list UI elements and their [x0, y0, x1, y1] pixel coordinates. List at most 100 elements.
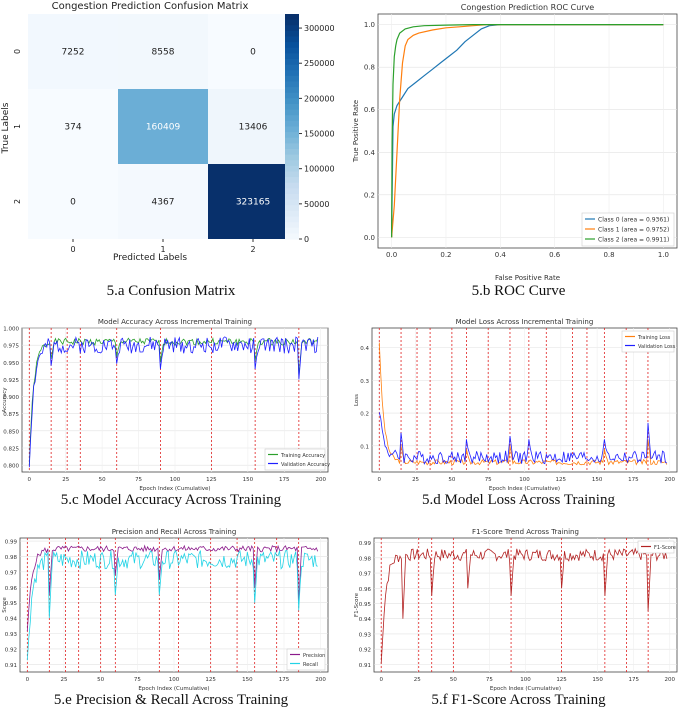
y-tick-label: 1.000 — [3, 327, 19, 333]
cell-value: 13406 — [239, 123, 268, 133]
y-tick-label: 0.4 — [364, 149, 376, 157]
heatmap-cell — [28, 14, 118, 89]
legend-label: Class 0 (area = 0.9361) — [598, 217, 669, 224]
colorbar-segment — [285, 47, 299, 54]
cell-value: 0 — [70, 198, 76, 208]
heatmap-cell — [118, 89, 208, 164]
plot-area — [377, 13, 678, 249]
chart-title: Congestion Prediction Confusion Matrix — [52, 1, 249, 12]
colorbar-segment — [285, 222, 299, 229]
colorbar-segment — [285, 188, 299, 195]
x-tick-label: 50 — [99, 477, 106, 483]
x-tick-label: 75 — [485, 477, 492, 483]
x-axis-label: Epoch Index (Cumulative) — [489, 486, 560, 492]
x-tick-label: 200 — [315, 477, 326, 483]
legend-box — [264, 448, 326, 471]
colorbar-segment — [285, 143, 299, 150]
y-tick-label: 0.98 — [5, 555, 18, 561]
y-tick-label: 0.4 — [360, 346, 369, 352]
colorbar-segment — [285, 25, 299, 32]
cell-value: 323165 — [236, 198, 270, 208]
x-tick-label: 100 — [520, 677, 531, 683]
cell-value: 7252 — [62, 48, 85, 58]
legend-label: Validation Loss — [638, 344, 676, 350]
chart-title: F1-Score Trend Across Training — [472, 528, 579, 536]
x-axis-label: Epoch Index (Cumulative) — [138, 686, 209, 692]
colorbar-segment — [285, 104, 299, 111]
y-tick-label: 0.950 — [3, 361, 19, 367]
x-tick-label: 75 — [134, 677, 141, 683]
y-tick-label: 0.975 — [3, 344, 19, 350]
y-tick-label: 0.95 — [359, 602, 372, 608]
x-tick-label: 1.0 — [658, 251, 669, 259]
y-tick-label: 0.96 — [359, 587, 372, 593]
heatmap-cell — [28, 89, 118, 164]
x-tick-label: 100 — [169, 677, 180, 683]
y-tick-label: 0 — [13, 49, 22, 54]
x-tick-label: 0 — [26, 677, 30, 683]
caption-c: 5.c Model Accuracy Across Training — [60, 492, 282, 508]
colorbar-tick-label: 100000 — [304, 165, 335, 174]
x-tick-label: 75 — [135, 477, 142, 483]
y-tick-label: 0.91 — [5, 663, 17, 669]
y-tick-label: 1 — [13, 124, 22, 129]
x-tick-label: 1 — [160, 245, 165, 254]
colorbar-segment — [285, 154, 299, 161]
colorbar-tick-label: 50000 — [304, 200, 329, 209]
y-axis-label: Loss — [354, 394, 360, 406]
cell-value: 374 — [64, 123, 81, 133]
heatmap-cell — [118, 164, 208, 239]
y-tick-label: 0.93 — [5, 632, 18, 638]
x-tick-label: 175 — [279, 477, 290, 483]
x-tick-label: 0 — [70, 245, 75, 254]
legend-box — [581, 212, 675, 247]
y-axis-label: True Labels — [1, 102, 11, 154]
x-tick-label: 50 — [450, 677, 457, 683]
y-tick-label: 0.875 — [3, 412, 19, 418]
legend-label: Validation Accuracy — [281, 462, 330, 468]
y-tick-label: 0.94 — [359, 617, 372, 623]
y-tick-label: 2 — [13, 199, 22, 204]
colorbar-segment — [285, 75, 299, 83]
f1-score-chart: F1-Score Trend Across Training 0.91 0.92 0.… — [354, 528, 678, 692]
colorbar-tick-label: 150000 — [304, 130, 335, 139]
y-tick-label: 0.3 — [360, 379, 369, 385]
colorbar-tick-label: 0 — [304, 235, 309, 244]
colorbar-tick-label: 300000 — [304, 24, 335, 33]
colorbar-segment — [285, 210, 299, 218]
colorbar-segment — [285, 137, 299, 144]
cell-value: 4367 — [152, 198, 175, 208]
y-tick-label: 0.99 — [5, 540, 18, 546]
x-tick-label: 125 — [556, 477, 567, 483]
x-tick-label: 200 — [315, 677, 326, 683]
chart-title: Precision and Recall Across Training — [112, 528, 237, 536]
colorbar-segment — [285, 70, 299, 77]
series-line — [28, 336, 319, 468]
colorbar-segment — [285, 64, 299, 71]
legend-label: Recall — [303, 662, 318, 668]
y-tick-label: 0.98 — [359, 556, 372, 562]
colorbar-segment — [285, 53, 299, 60]
accuracy-chart: Model Accuracy Across Incremental Traini… — [2, 318, 330, 492]
x-tick-label: 25 — [412, 477, 419, 483]
legend-label: Precision — [303, 653, 325, 659]
cell-value: 0 — [250, 48, 256, 58]
colorbar-segment — [285, 227, 299, 234]
colorbar-segment — [285, 36, 299, 43]
x-tick-label: 125 — [206, 477, 217, 483]
colorbar-segment — [285, 132, 299, 139]
colorbar-segment — [285, 182, 299, 189]
colorbar-tick-label: 250000 — [304, 59, 335, 68]
caption-f: 5.f F1-Score Across Training — [431, 692, 606, 708]
x-tick-label: 150 — [242, 677, 253, 683]
series-line — [391, 24, 664, 238]
x-tick-label: 25 — [62, 477, 69, 483]
x-tick-label: 25 — [61, 677, 68, 683]
x-tick-label: 150 — [592, 677, 603, 683]
x-tick-label: 175 — [628, 477, 639, 483]
cell-value: 8558 — [152, 48, 175, 58]
colorbar-segment — [285, 87, 299, 94]
series-line — [391, 24, 664, 238]
x-tick-label: 0.6 — [549, 251, 561, 259]
colorbar-segment — [285, 30, 299, 38]
